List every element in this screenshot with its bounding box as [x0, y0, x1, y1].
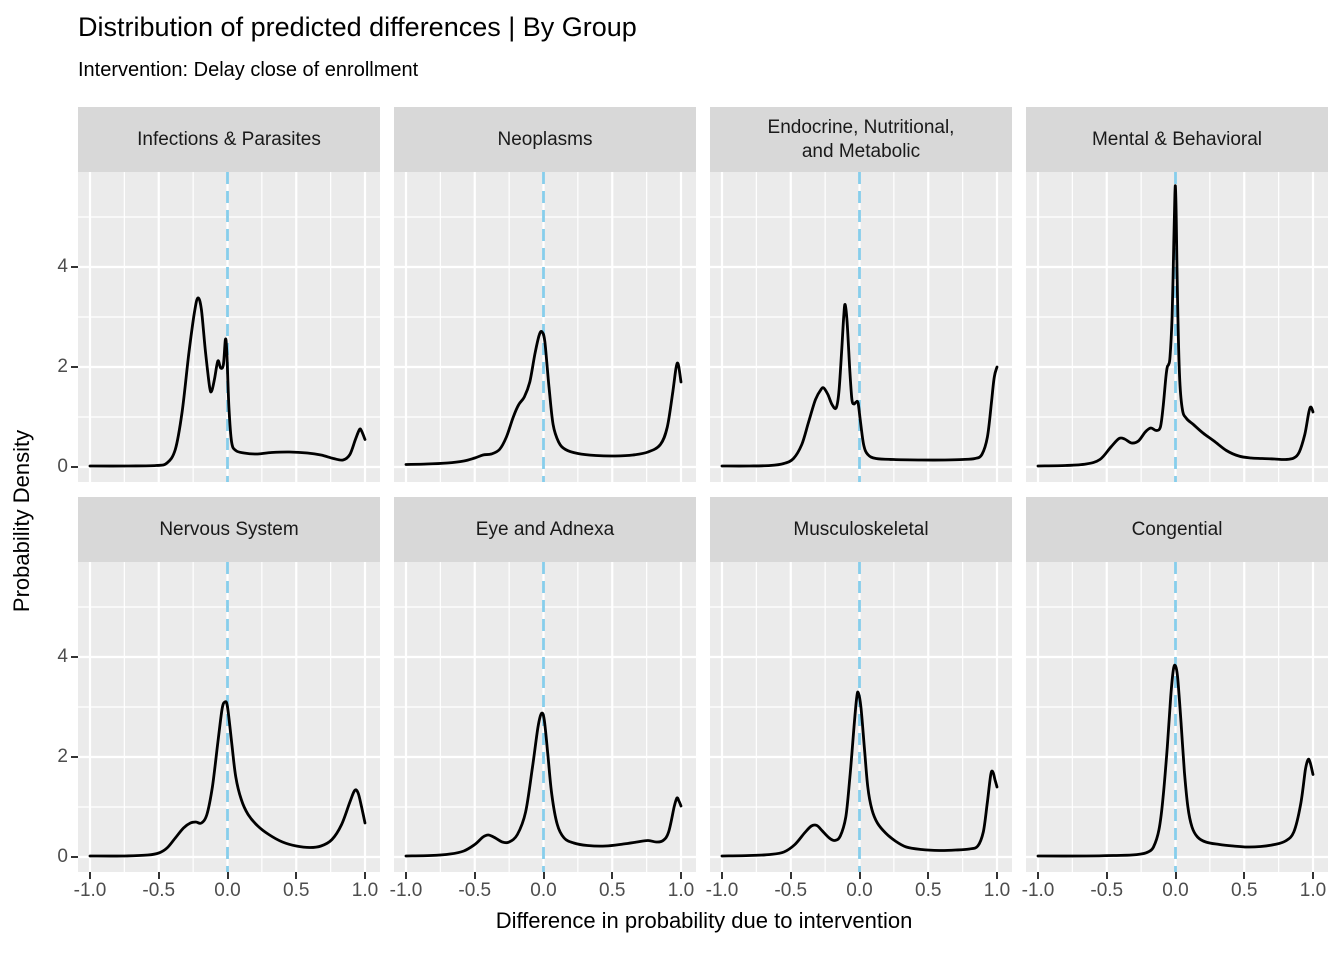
x-tick-mark	[996, 872, 998, 879]
x-tick-mark	[226, 872, 229, 879]
y-tick-label: 2	[57, 746, 68, 767]
x-tick-label: 0.5	[283, 880, 310, 901]
x-tick-mark	[789, 872, 792, 879]
x-tick-mark	[364, 872, 366, 879]
x-tick-mark	[680, 872, 682, 879]
y-tick-label: 4	[57, 646, 68, 667]
x-tick-label: -1.0	[1021, 880, 1055, 901]
facet-congential: Congential	[1026, 497, 1328, 872]
facet-neoplasms: Neoplasms	[394, 107, 696, 482]
x-tick-mark	[858, 872, 861, 879]
x-tick-mark	[405, 872, 407, 879]
facet-panel	[78, 562, 380, 872]
facet-strip-label: Infections & Parasites	[137, 128, 321, 150]
facet-strip-label: Mental & Behavioral	[1091, 128, 1263, 150]
density-curve	[720, 303, 999, 468]
x-tick-label: 1.0	[667, 880, 695, 901]
y-tick-label: 0	[57, 456, 68, 477]
x-tick-mark	[157, 872, 160, 879]
facet-eye-and-adnexa: Eye and Adnexa	[394, 497, 696, 872]
facet-strip: Neoplasms	[394, 107, 696, 172]
facet-endocrine-nutritional-metabolic: Endocrine, Nutritional, and Metabolic	[710, 107, 1012, 482]
x-tick-label: 0.0	[846, 880, 873, 901]
x-tick-mark	[542, 872, 545, 879]
density-curve	[720, 690, 999, 858]
facet-panel	[710, 562, 1012, 872]
y-tick-mark	[71, 466, 78, 468]
y-tick-label: 0	[57, 846, 68, 867]
y-tick-mark	[71, 756, 78, 758]
facet-strip-label: Nervous System	[159, 518, 299, 540]
facet-panel	[710, 172, 1012, 482]
density-curve	[1036, 663, 1315, 858]
x-tick-mark	[1174, 872, 1177, 879]
facet-nervous-system: Nervous System	[78, 497, 380, 872]
chart-title: Distribution of predicted differences | …	[78, 12, 637, 42]
y-tick-mark	[71, 656, 78, 658]
y-tick-mark	[71, 366, 78, 368]
facet-musculoskeletal: Musculoskeletal	[710, 497, 1012, 872]
x-tick-label: 1.0	[351, 880, 379, 901]
chart-subtitle: Intervention: Delay close of enrollment	[78, 59, 419, 81]
x-tick-mark	[1312, 872, 1314, 879]
facet-panel	[1026, 172, 1328, 482]
y-tick-mark	[71, 856, 78, 858]
facet-strip-label: Endocrine, Nutritional, and Metabolic	[767, 116, 955, 162]
x-tick-label: -0.5	[1090, 880, 1124, 901]
facet-strip: Endocrine, Nutritional, and Metabolic	[710, 107, 1012, 172]
x-tick-label: -1.0	[73, 880, 107, 901]
x-tick-label: -0.5	[458, 880, 492, 901]
x-tick-label: -0.5	[774, 880, 808, 901]
facet-infections-parasites: Infections & Parasites	[78, 107, 380, 482]
x-tick-label: 0.5	[915, 880, 942, 901]
x-tick-label: 1.0	[1299, 880, 1327, 901]
y-tick-label: 4	[57, 256, 68, 277]
facet-panel	[394, 562, 696, 872]
x-tick-label: -0.5	[142, 880, 176, 901]
density-curve	[404, 329, 683, 466]
facet-strip: Infections & Parasites	[78, 107, 380, 172]
x-tick-mark	[611, 872, 614, 879]
x-tick-mark	[927, 872, 930, 879]
x-tick-label: -1.0	[705, 880, 739, 901]
x-tick-mark	[473, 872, 476, 879]
facet-strip: Nervous System	[78, 497, 380, 562]
facet-mental-behavioral: Mental & Behavioral	[1026, 107, 1328, 482]
x-tick-mark	[295, 872, 298, 879]
density-curve	[88, 700, 367, 858]
facet-strip-label: Eye and Adnexa	[475, 518, 615, 540]
density-curve	[1036, 184, 1315, 468]
facet-panel	[394, 172, 696, 482]
facet-panel	[1026, 562, 1328, 872]
facet-strip-label: Neoplasms	[497, 128, 593, 150]
x-tick-label: 0.0	[1162, 880, 1189, 901]
density-curve	[88, 296, 367, 468]
x-tick-mark	[89, 872, 91, 879]
x-tick-label: 0.5	[599, 880, 626, 901]
x-tick-label: 0.5	[1231, 880, 1258, 901]
x-tick-label: -1.0	[389, 880, 423, 901]
x-tick-label: 0.0	[214, 880, 241, 901]
x-tick-mark	[721, 872, 723, 879]
facet-strip: Musculoskeletal	[710, 497, 1012, 562]
facet-strip-label: Musculoskeletal	[793, 518, 929, 540]
facet-strip-label: Congential	[1131, 518, 1223, 540]
x-tick-mark	[1105, 872, 1108, 879]
x-tick-mark	[1243, 872, 1246, 879]
y-tick-label: 2	[57, 356, 68, 377]
facet-strip: Eye and Adnexa	[394, 497, 696, 562]
y-tick-mark	[71, 266, 78, 268]
facet-panel	[78, 172, 380, 482]
facet-strip: Congential	[1026, 497, 1328, 562]
facet-strip: Mental & Behavioral	[1026, 107, 1328, 172]
x-tick-label: 1.0	[983, 880, 1011, 901]
x-tick-label: 0.0	[530, 880, 557, 901]
x-tick-mark	[1037, 872, 1039, 879]
density-curve	[404, 711, 683, 858]
x-axis-title: Difference in probability due to interve…	[495, 908, 913, 933]
